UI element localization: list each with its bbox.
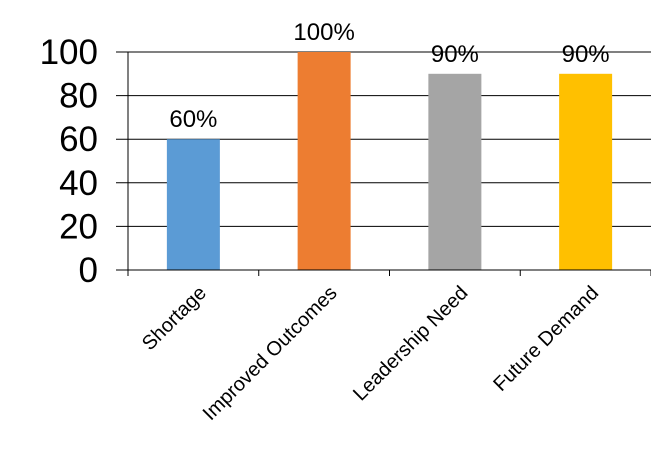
data-label: 100%	[293, 19, 354, 46]
y-tick-label-100: 100	[40, 33, 98, 72]
data-label: 90%	[431, 41, 479, 68]
data-label: 60%	[169, 106, 217, 133]
bar-shortage	[166, 139, 220, 270]
bar-leadership-need	[428, 73, 482, 270]
y-tick-label-80: 80	[59, 77, 98, 116]
y-tick-label-0: 0	[79, 251, 98, 290]
x-category-label: Leadership Need	[349, 282, 472, 405]
x-category-label: Improved Outcomes	[199, 282, 342, 425]
data-labels: 60% 100% 90% 90%	[169, 19, 609, 133]
y-tick-labels: 0 20 40 60 80 100	[40, 33, 98, 290]
y-tick-label-60: 60	[59, 120, 98, 159]
bar-improved-outcomes	[297, 52, 351, 270]
y-tick-label-40: 40	[59, 164, 98, 203]
x-category-label: Shortage	[138, 282, 211, 355]
x-category-label: Future Demand	[489, 282, 603, 396]
bars	[166, 52, 613, 270]
bar-future-demand	[559, 73, 613, 270]
data-label: 90%	[562, 41, 610, 68]
y-tick-label-20: 20	[59, 207, 98, 246]
axes	[116, 52, 651, 276]
